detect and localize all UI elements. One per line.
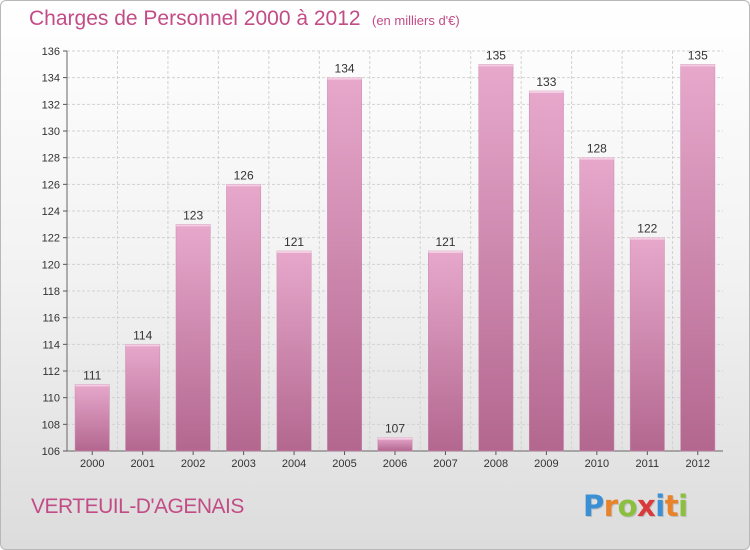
data-label: 135 (486, 48, 506, 62)
data-label: 133 (536, 75, 556, 89)
grid-lines (67, 50, 723, 452)
x-tick-label: 2005 (332, 458, 356, 470)
y-tick-label: 130 (42, 126, 60, 138)
bars (74, 64, 716, 452)
bar-highlight (377, 437, 413, 440)
x-tick-label: 2012 (686, 458, 710, 470)
data-label: 122 (637, 222, 657, 236)
y-tick-label: 120 (42, 259, 60, 271)
x-tick-label: 2008 (484, 458, 508, 470)
x-tick-label: 2003 (231, 458, 255, 470)
bar-highlight (529, 91, 564, 93)
x-tick-label: 2009 (534, 458, 558, 470)
logo-letter: i (655, 489, 665, 523)
data-label: 121 (284, 235, 304, 249)
bar (528, 90, 564, 452)
y-tick-label: 112 (42, 366, 60, 378)
bar (125, 344, 161, 452)
x-tick-label: 2004 (282, 458, 306, 470)
data-labels: 111 114 123 126 121 134 107 121 135 133 128 122 135 (83, 48, 708, 435)
bar-highlight (226, 184, 261, 187)
x-tick-label: 2011 (635, 458, 659, 470)
y-tick-label: 118 (42, 286, 60, 298)
logo-letter: r (603, 489, 618, 523)
x-tick-label: 2000 (80, 458, 104, 470)
data-label: 111 (83, 368, 102, 382)
bar (579, 157, 615, 452)
data-label: 123 (183, 208, 203, 222)
bar-highlight (428, 251, 463, 253)
logo-letter: P (583, 489, 604, 523)
data-label: 126 (234, 168, 254, 182)
logo-letter: t (664, 489, 679, 523)
x-tick-label: 2010 (585, 458, 609, 470)
y-tick-label: 116 (42, 313, 60, 325)
y-tick-label: 114 (42, 339, 60, 351)
logo-letter: i (678, 489, 688, 523)
chart-subtitle: (en milliers d'€) (372, 13, 460, 28)
logo-letter: x (637, 489, 656, 523)
y-tick-label: 110 (42, 393, 60, 405)
x-tick-label: 2001 (130, 458, 154, 470)
bar-highlight (327, 77, 362, 80)
bar (327, 77, 362, 452)
x-tick-label: 2007 (433, 458, 457, 470)
x-tick-label: 2002 (181, 458, 205, 470)
data-label: 107 (385, 422, 405, 436)
bar-highlight (125, 344, 160, 347)
data-label: 114 (133, 328, 152, 342)
bar-highlight (276, 251, 312, 253)
bar (74, 384, 110, 452)
x-tick-label: 2006 (383, 458, 407, 470)
data-label: 121 (435, 235, 455, 249)
bar-highlight (630, 237, 665, 240)
bar-highlight (579, 157, 615, 160)
bar (276, 250, 312, 452)
y-tick-label: 106 (42, 446, 60, 458)
data-label: 135 (688, 48, 708, 62)
bar (629, 237, 665, 452)
bar (175, 224, 211, 452)
bar (478, 64, 514, 452)
y-tick-label: 122 (42, 233, 60, 245)
bar-highlight (680, 64, 715, 67)
bar-highlight (75, 384, 110, 387)
bar (680, 64, 716, 452)
data-label: 128 (587, 142, 607, 156)
y-tick-label: 128 (42, 153, 60, 165)
bar-highlight (175, 224, 211, 227)
proxiti-logo[interactable]: Proxiti (583, 489, 688, 523)
place-name: VERTEUIL-D'AGENAIS (31, 495, 244, 518)
y-tick-label: 134 (42, 73, 60, 85)
chart-title: Charges de Personnel 2000 à 2012 (29, 7, 361, 30)
y-tick-label: 126 (42, 179, 60, 191)
bar (226, 184, 262, 452)
y-tick-label: 136 (42, 46, 60, 58)
data-label: 134 (335, 62, 355, 76)
bar (428, 250, 463, 452)
y-tick-label: 108 (42, 419, 60, 431)
y-tick-label: 132 (42, 99, 60, 111)
bar-highlight (478, 64, 514, 67)
logo-letter: o (617, 489, 638, 523)
y-tick-label: 124 (42, 206, 60, 218)
